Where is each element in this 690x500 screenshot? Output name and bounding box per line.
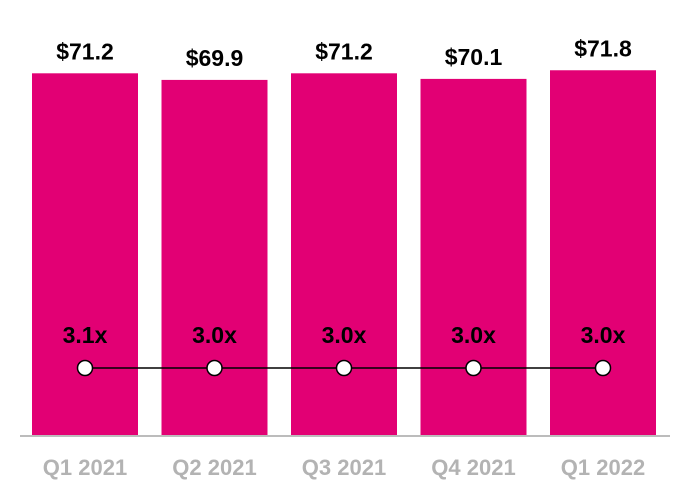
bar-3 bbox=[291, 73, 397, 435]
x-tick-label-1: Q1 2021 bbox=[43, 455, 127, 480]
ratio-value-label-5: 3.0x bbox=[581, 322, 626, 348]
ratio-point-4 bbox=[465, 359, 482, 377]
x-tick-label-3: Q3 2021 bbox=[302, 455, 386, 480]
ratio-value-label-2: 3.0x bbox=[192, 322, 237, 348]
x-tick-label-2: Q2 2021 bbox=[172, 455, 256, 480]
ratio-series bbox=[76, 359, 612, 377]
ratio-data-labels: 3.1x 3.0x 3.0x 3.0x 3.0x bbox=[63, 322, 626, 348]
ratio-value-label-3: 3.0x bbox=[322, 322, 367, 348]
bars bbox=[32, 70, 656, 436]
x-tick-label-5: Q1 2022 bbox=[561, 455, 645, 480]
bar-1 bbox=[32, 73, 138, 435]
bar-5 bbox=[550, 70, 656, 436]
bar-value-label-1: $71.2 bbox=[56, 38, 114, 64]
bar-value-label-3: $71.2 bbox=[315, 38, 373, 64]
bar-2 bbox=[161, 79, 268, 436]
bar-value-label-2: $69.9 bbox=[186, 45, 244, 71]
ratio-point-3 bbox=[335, 359, 353, 377]
bar-4 bbox=[420, 78, 527, 435]
x-tick-label-4: Q4 2021 bbox=[431, 455, 515, 480]
bar-value-label-4: $70.1 bbox=[445, 44, 503, 70]
ratio-point-5 bbox=[594, 359, 612, 377]
ratio-point-1 bbox=[76, 359, 94, 377]
bar-value-label-5: $71.8 bbox=[574, 35, 632, 61]
x-tick-labels: Q1 2021 Q2 2021 Q3 2021 Q4 2021 Q1 2022 bbox=[43, 455, 645, 480]
bar-data-labels: $71.2 $69.9 $71.2 $70.1 $71.8 bbox=[56, 35, 632, 71]
ratio-value-label-4: 3.0x bbox=[451, 322, 496, 348]
ratio-value-label-1: 3.1x bbox=[63, 322, 108, 348]
ratio-point-2 bbox=[206, 359, 223, 377]
